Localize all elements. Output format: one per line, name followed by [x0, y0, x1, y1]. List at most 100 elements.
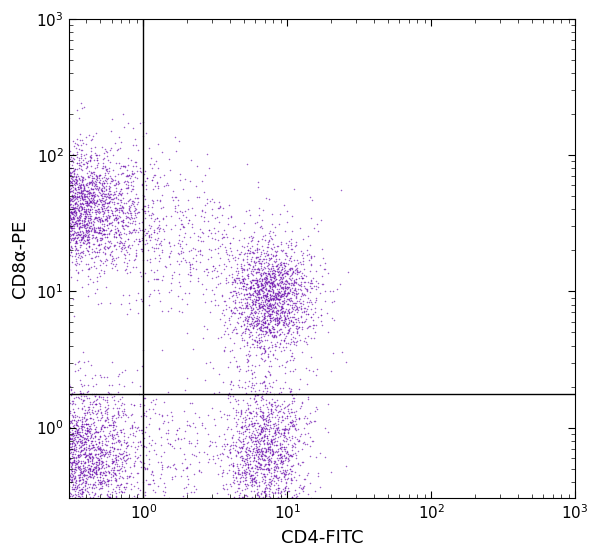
Point	[299, 282, 308, 291]
Point	[281, 262, 290, 271]
Point	[238, 282, 247, 291]
Point	[37, 466, 47, 475]
Point	[305, 322, 315, 331]
Point	[41, 151, 51, 160]
Point	[68, 205, 78, 214]
Point	[32, 471, 41, 480]
Point	[130, 210, 140, 219]
Point	[254, 478, 263, 487]
Point	[173, 434, 182, 442]
Point	[241, 295, 251, 304]
Point	[133, 166, 142, 175]
Point	[107, 381, 116, 390]
Point	[2, 186, 11, 195]
Point	[67, 160, 77, 169]
Point	[100, 230, 109, 239]
Point	[123, 234, 133, 243]
Point	[275, 261, 285, 270]
Point	[244, 376, 254, 385]
Point	[257, 407, 267, 416]
Point	[124, 204, 133, 213]
Point	[106, 465, 115, 474]
Point	[211, 421, 220, 430]
Point	[86, 196, 95, 205]
Point	[248, 323, 257, 332]
Point	[232, 305, 242, 314]
Point	[259, 498, 269, 507]
Point	[292, 390, 301, 399]
Point	[287, 321, 297, 330]
Point	[93, 476, 103, 485]
Point	[83, 220, 93, 229]
Point	[47, 493, 56, 502]
Point	[43, 165, 52, 174]
Point	[262, 440, 271, 449]
Point	[278, 531, 288, 540]
Point	[53, 240, 63, 249]
Point	[250, 227, 259, 236]
Point	[203, 217, 213, 225]
Point	[50, 394, 60, 403]
Point	[274, 318, 284, 326]
Point	[127, 228, 137, 237]
Point	[115, 230, 124, 239]
Point	[35, 469, 44, 478]
Point	[75, 493, 85, 502]
Point	[90, 436, 100, 445]
Point	[41, 464, 51, 473]
Point	[117, 449, 127, 458]
Point	[130, 169, 139, 177]
Point	[73, 216, 83, 225]
Point	[109, 463, 118, 472]
Point	[78, 229, 88, 238]
Point	[59, 422, 68, 431]
Point	[70, 188, 80, 197]
Point	[257, 306, 267, 315]
Point	[53, 248, 63, 257]
Point	[242, 454, 251, 463]
Point	[244, 462, 253, 471]
Point	[12, 470, 22, 479]
Point	[65, 472, 75, 480]
Point	[101, 459, 110, 468]
Point	[54, 225, 64, 234]
Point	[119, 405, 129, 413]
Point	[278, 430, 288, 439]
Point	[291, 451, 301, 460]
Point	[121, 172, 130, 181]
Point	[244, 404, 253, 413]
Point	[110, 206, 119, 215]
Point	[178, 248, 188, 257]
Point	[110, 433, 119, 442]
Point	[110, 200, 119, 209]
Point	[61, 211, 71, 220]
Point	[79, 160, 89, 169]
Point	[137, 236, 147, 245]
Point	[265, 291, 275, 300]
Point	[73, 403, 83, 412]
Point	[72, 428, 82, 437]
Point	[117, 243, 127, 252]
Point	[279, 312, 289, 321]
Point	[60, 225, 70, 234]
Point	[52, 181, 62, 190]
Point	[247, 330, 257, 339]
Point	[104, 155, 113, 164]
Point	[74, 193, 84, 201]
Point	[79, 430, 88, 439]
Point	[83, 227, 92, 236]
Point	[279, 299, 289, 307]
Point	[70, 179, 80, 187]
Point	[36, 193, 46, 202]
Point	[256, 503, 266, 512]
Point	[310, 417, 320, 426]
Point	[59, 473, 68, 482]
Point	[60, 211, 70, 220]
Point	[295, 302, 304, 311]
Point	[56, 417, 65, 426]
Point	[130, 206, 139, 215]
Point	[100, 153, 109, 162]
Point	[31, 243, 40, 252]
Point	[32, 209, 42, 218]
Point	[138, 117, 148, 126]
